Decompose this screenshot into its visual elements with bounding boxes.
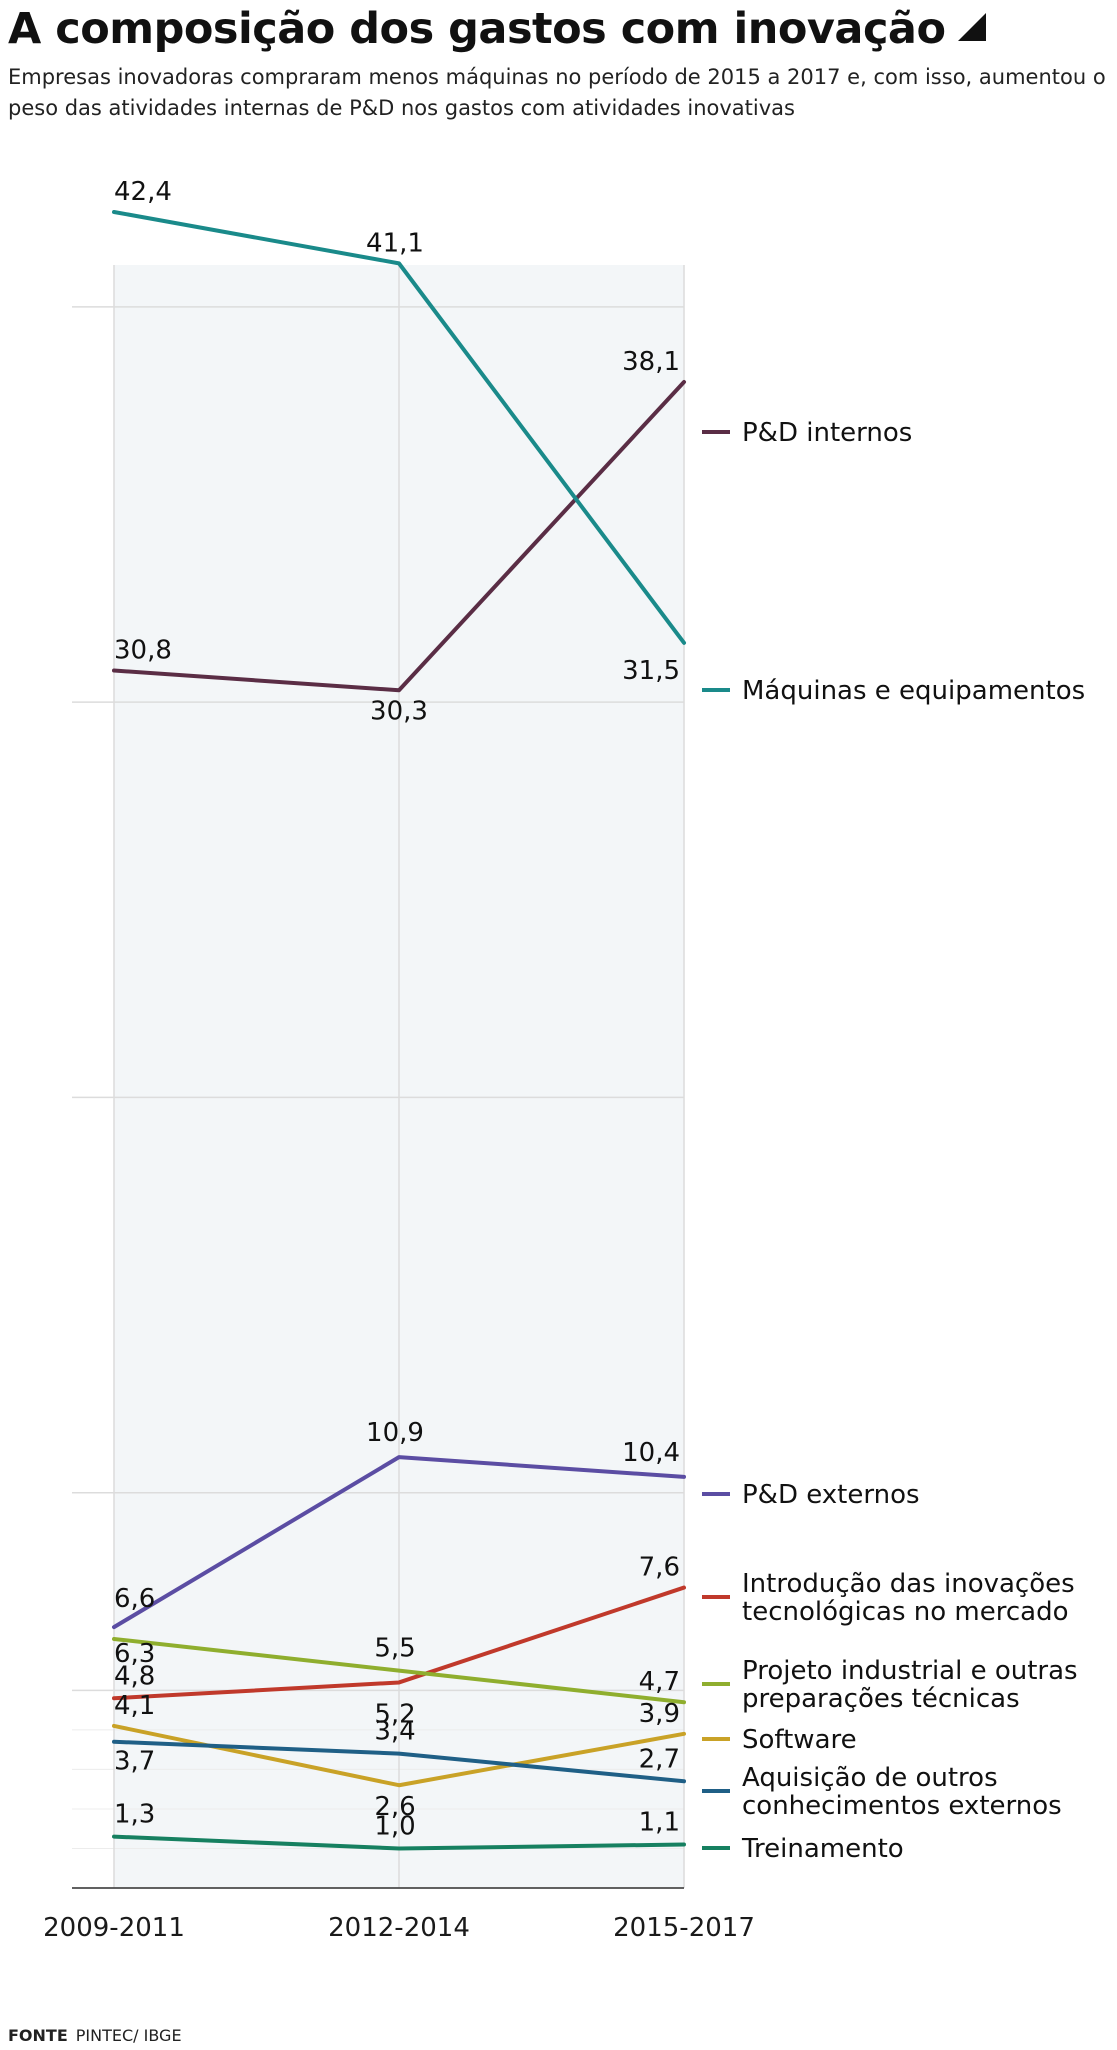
chart-title: A composição dos gastos com inovação [8,4,986,54]
data-label: 1,1 [639,1808,680,1838]
legend-label: Introdução das inovações tecnológicas no … [742,1569,1075,1627]
data-label: 41,1 [366,228,424,258]
data-label: 3,4 [374,1717,415,1747]
chart-subtitle: Empresas inovadoras compraram menos máqu… [8,65,1106,120]
data-label: 7,6 [639,1553,680,1583]
chart-title-text: A composição dos gastos com inovação [8,4,946,54]
legend-label: Projeto industrial e outras preparações t… [742,1656,1078,1714]
legend-label-line: Software [742,1725,857,1755]
legend-label-line: Introdução das inovações [742,1569,1075,1599]
legend-label-line: tecnológicas no mercado [742,1597,1069,1627]
data-label: 30,3 [370,696,428,726]
data-label: 5,2 [374,1699,415,1729]
data-label: 4,1 [114,1691,155,1721]
triangle-icon [957,13,986,41]
legend-label-line: P&D externos [742,1480,920,1510]
data-label: 6,3 [114,1639,155,1669]
series-line [112,379,686,693]
data-label: 1,3 [114,1800,155,1830]
x-tick-label: 2009-2011 [43,1913,185,1943]
data-label: 30,8 [114,636,172,666]
legend-label: P&D externos [742,1480,920,1510]
series-line [112,1636,686,1705]
series-line [112,1739,686,1784]
data-label: 4,7 [639,1667,680,1697]
data-label: 10,4 [622,1438,680,1468]
grid-lines [72,265,685,1889]
data-label: 38,1 [622,347,680,377]
legend-label-line: Projeto industrial e outras [742,1656,1078,1686]
series-line [112,1585,686,1701]
data-label: 3,7 [114,1747,155,1777]
legend-label: Máquinas e equipamentos [742,676,1085,706]
x-tick-label: 2012-2014 [328,1913,470,1943]
legend-label-line: conhecimentos externos [742,1791,1062,1821]
data-label: 4,8 [114,1661,155,1691]
data-label: 6,6 [114,1584,155,1614]
legend-label: Aquisição de outros conhecimentos externo… [742,1763,1062,1821]
legend-label-line: P&D internos [742,418,912,448]
legend-label-line: Máquinas e equipamentos [742,676,1085,706]
legend-label-line: Treinamento [741,1834,904,1864]
x-tick-label: 2015-2017 [613,1913,755,1943]
data-label: 10,9 [366,1418,424,1448]
data-labels: 30,8 30,3 38,1 42,4 41,1 31,5 6,6 10,9 10,4 4,8 5,… [114,177,680,1841]
source-text: PINTEC/ IBGE [75,2026,182,2045]
x-axis: 2009-2011 2012-2014 2015-2017 [43,1913,755,1943]
legend: P&D internos Máquinas e equipamentos P&D e… [702,418,1085,1864]
series-line [112,1834,686,1851]
series-line [112,210,686,645]
legend-label: Treinamento [741,1834,904,1864]
series-line [112,1455,686,1630]
data-label: 3,9 [639,1699,680,1729]
data-label: 2,7 [639,1744,680,1774]
source-label: FONTE [8,2026,68,2045]
legend-label-line: preparações técnicas [742,1684,1020,1714]
data-label: 5,5 [374,1634,415,1664]
legend-label: P&D internos [742,418,912,448]
source-note: FONTE PINTEC/ IBGE [8,2026,182,2045]
data-label: 2,6 [374,1792,415,1822]
data-label: 42,4 [114,177,172,207]
legend-label: Software [742,1725,857,1755]
data-label: 1,0 [374,1811,415,1841]
series-lines [112,210,686,1851]
legend-label-line: Aquisição de outros [742,1763,998,1793]
data-label: 31,5 [622,656,680,686]
